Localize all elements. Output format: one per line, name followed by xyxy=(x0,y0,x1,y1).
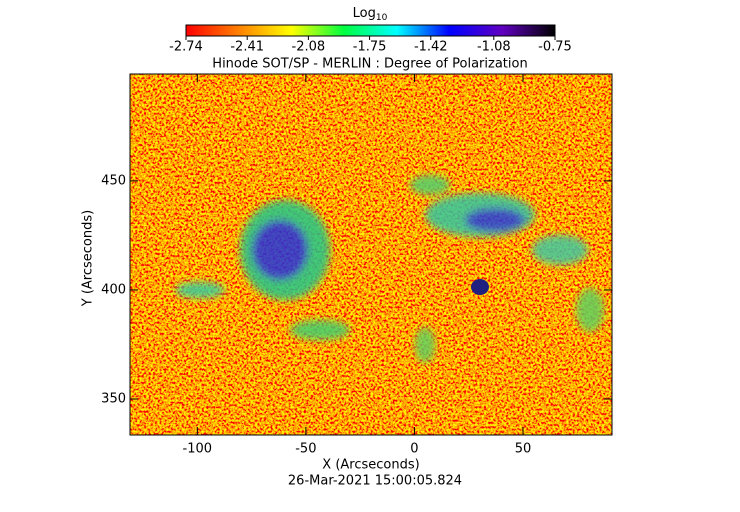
chart-title: Hinode SOT/SP - MERLIN : Degree of Polar… xyxy=(212,57,527,72)
colorbar-tick-label: -2.41 xyxy=(230,40,264,55)
map-texture xyxy=(130,74,612,435)
colorbar-tick-label: -2.08 xyxy=(292,40,326,55)
y-tick-label: 400 xyxy=(101,282,126,297)
timestamp: 26-Mar-2021 15:00:05.824 xyxy=(288,474,462,489)
colorbar xyxy=(185,24,556,37)
colorbar-tick-label: -1.42 xyxy=(414,40,448,55)
colorbar-tick-label: -2.74 xyxy=(169,40,203,55)
colorbar-label-subscript: 10 xyxy=(376,13,388,23)
x-tick-label: -50 xyxy=(295,442,316,457)
plot-frame xyxy=(129,73,613,436)
colorbar-tick-label: -1.75 xyxy=(353,40,387,55)
magnetic-regions xyxy=(175,175,604,363)
x-tick-label: 0 xyxy=(410,442,418,457)
sunspot xyxy=(471,279,489,295)
x-tick-label: -100 xyxy=(183,442,213,457)
colorbar-tick-label: -0.75 xyxy=(538,40,572,55)
x-tick-label: 50 xyxy=(515,442,532,457)
polarization-map xyxy=(130,74,612,435)
x-axis-label: X (Arcseconds) xyxy=(322,458,419,473)
colorbar-label: Log10 xyxy=(353,6,388,23)
y-tick-label: 450 xyxy=(101,173,126,188)
colorbar-label-base: Log xyxy=(353,6,376,21)
y-axis-label: Y (Arcseconds) xyxy=(81,210,96,307)
y-tick-label: 350 xyxy=(101,392,126,407)
colorbar-tick-label: -1.08 xyxy=(477,40,511,55)
